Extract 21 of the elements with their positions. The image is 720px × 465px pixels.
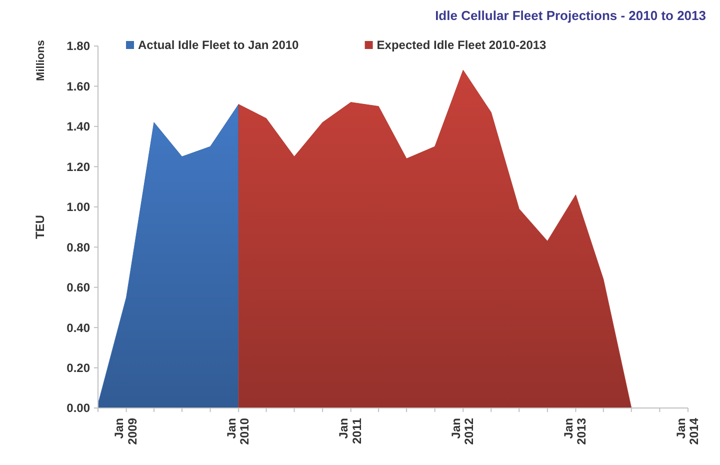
y-axis-title: TEU: [33, 215, 47, 239]
y-tick-label: 1.40: [66, 120, 90, 134]
text: Millions: [35, 40, 47, 81]
y-tick-label: 0.20: [66, 360, 90, 375]
y-tick-label: 0.60: [66, 280, 90, 295]
x-tick-label: Jan 2009: [112, 418, 140, 445]
x-tick-label: Jan 2014: [674, 418, 701, 445]
x-tick-label: Jan 2012: [448, 418, 476, 445]
x-tick-label: Jan 2013: [562, 418, 589, 445]
x-tick-label: Jan 2011: [336, 418, 364, 444]
y-tick-label: 0.00: [66, 401, 90, 416]
y-tick-label: 1.00: [66, 200, 90, 214]
legend-label: Actual Idle Fleet to Jan 2010: [138, 38, 300, 52]
y-tick-label: 1.60: [66, 79, 90, 94]
y-tick-label: 1.80: [66, 39, 90, 54]
chart-title: Idle Cellular Fleet Projections - 2010 to 2013: [435, 8, 706, 23]
y-tick-label: 0.80: [66, 240, 90, 254]
x-tick-label: Jan 2010: [224, 418, 252, 445]
y-tick-label: 0.40: [66, 320, 90, 335]
legend-label: Expected Idle Fleet 2010-2013: [376, 38, 547, 52]
y-tick-label: 1.20: [66, 160, 90, 174]
